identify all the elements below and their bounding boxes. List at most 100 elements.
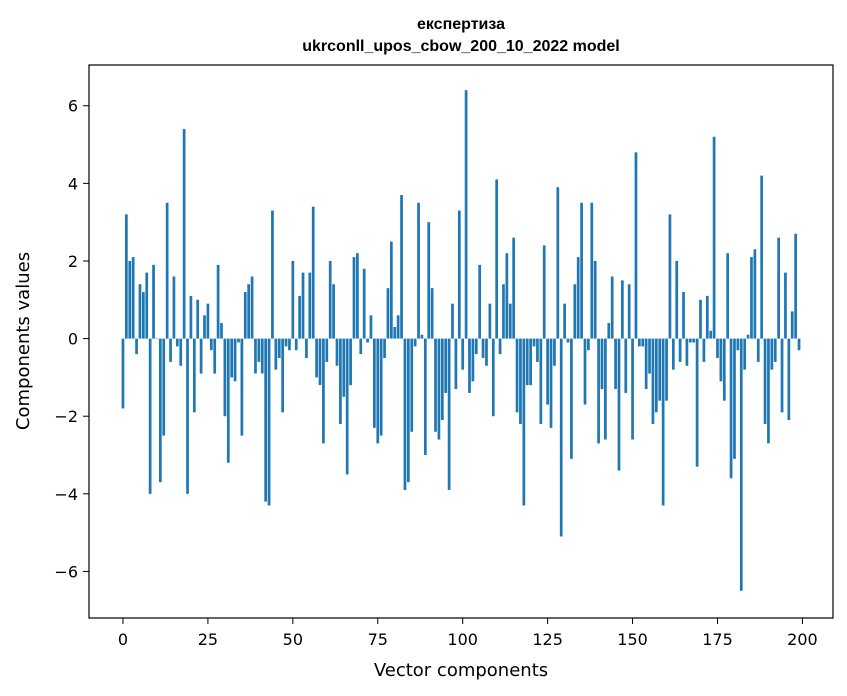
bar xyxy=(556,187,560,339)
bar xyxy=(440,338,444,421)
bar xyxy=(566,338,570,343)
bar xyxy=(352,257,356,339)
bar xyxy=(250,276,254,339)
y-tick-label: −4 xyxy=(54,485,78,504)
bar xyxy=(610,276,614,339)
bar xyxy=(498,338,502,355)
bar xyxy=(784,272,787,339)
bar xyxy=(471,338,475,382)
bar xyxy=(294,338,298,351)
bar xyxy=(583,338,587,405)
bar xyxy=(158,338,162,483)
y-tick-label: 6 xyxy=(68,97,78,116)
bar xyxy=(457,210,461,339)
bar xyxy=(525,338,529,386)
bar xyxy=(437,338,441,440)
bar xyxy=(318,338,322,386)
bar xyxy=(787,338,791,421)
bar xyxy=(478,264,482,339)
bar xyxy=(519,338,522,424)
bar xyxy=(756,338,760,362)
bar xyxy=(342,338,346,397)
bar xyxy=(169,338,172,362)
bar xyxy=(508,303,512,339)
bar xyxy=(138,284,142,339)
bar xyxy=(233,338,237,382)
bar xyxy=(172,276,176,339)
bar xyxy=(481,338,485,358)
bar xyxy=(369,315,373,339)
bar xyxy=(444,338,448,393)
bar xyxy=(230,338,234,378)
bar xyxy=(454,338,458,390)
bar xyxy=(573,284,577,339)
bar xyxy=(641,338,645,347)
bar xyxy=(420,334,424,339)
bar xyxy=(406,338,410,483)
bar xyxy=(705,295,709,339)
bar xyxy=(505,253,509,339)
y-tick-label: 0 xyxy=(68,330,78,349)
x-axis-label: Vector components xyxy=(374,660,548,681)
x-tick-label: 175 xyxy=(702,630,733,649)
bar xyxy=(145,272,149,339)
plot-frame xyxy=(88,64,834,619)
bar xyxy=(192,338,196,413)
bar xyxy=(257,338,261,362)
bar xyxy=(284,338,288,347)
bar xyxy=(243,292,247,339)
bar xyxy=(542,245,546,339)
x-tick-label: 75 xyxy=(368,630,388,649)
bar xyxy=(736,338,740,351)
bar xyxy=(532,338,536,347)
bar xyxy=(570,338,573,459)
bar xyxy=(780,338,784,413)
bar xyxy=(536,338,539,362)
bar xyxy=(281,338,284,413)
bar xyxy=(488,303,492,339)
bar xyxy=(254,338,257,374)
bar xyxy=(675,260,679,339)
bar xyxy=(678,338,682,362)
bar xyxy=(447,338,451,490)
bar xyxy=(770,338,774,370)
bar xyxy=(413,338,417,347)
bar xyxy=(712,136,716,339)
bar xyxy=(125,214,128,339)
bar xyxy=(349,338,352,386)
bar xyxy=(604,338,607,440)
bar xyxy=(729,338,733,479)
bar xyxy=(216,264,220,339)
bar xyxy=(373,338,376,428)
x-tick-label: 0 xyxy=(118,630,128,649)
bar xyxy=(403,338,407,490)
bar xyxy=(400,195,403,339)
bar xyxy=(213,338,217,374)
bar xyxy=(308,272,312,339)
bar xyxy=(427,222,431,339)
bar xyxy=(716,338,719,358)
bar xyxy=(621,280,624,339)
bar xyxy=(322,338,325,444)
bars-group xyxy=(121,90,801,591)
bar xyxy=(240,338,244,436)
bar xyxy=(563,303,566,339)
x-tick-label: 50 xyxy=(283,630,303,649)
x-tick-label: 125 xyxy=(532,630,563,649)
bar xyxy=(451,303,454,339)
bar xyxy=(668,214,672,339)
bar xyxy=(559,338,563,537)
bar xyxy=(593,260,597,339)
bar xyxy=(298,295,301,339)
bar xyxy=(196,299,200,339)
bar xyxy=(590,202,594,339)
bar xyxy=(651,338,655,424)
bar xyxy=(743,338,747,370)
bar xyxy=(763,338,767,424)
bar xyxy=(597,338,600,444)
bar xyxy=(682,292,685,339)
bar xyxy=(128,260,132,339)
y-tick-label: 2 xyxy=(68,252,78,271)
bar xyxy=(760,175,764,339)
